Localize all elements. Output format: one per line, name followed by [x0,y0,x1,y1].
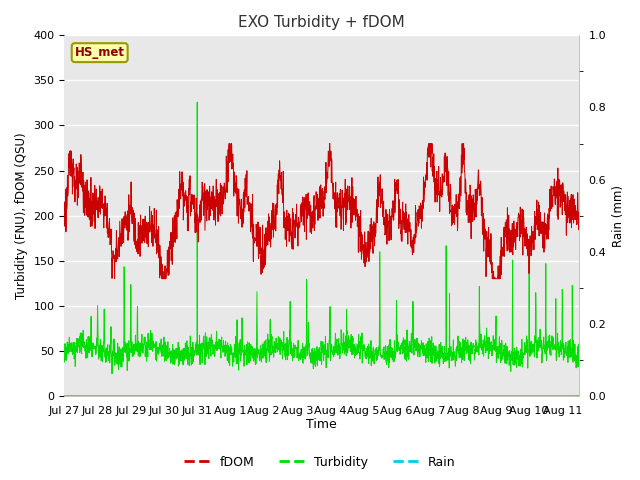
Y-axis label: Rain (mm): Rain (mm) [612,185,625,247]
Text: HS_met: HS_met [75,46,125,59]
Legend: fDOM, Turbidity, Rain: fDOM, Turbidity, Rain [179,451,461,474]
Y-axis label: Turbidity (FNU), fDOM (QSU): Turbidity (FNU), fDOM (QSU) [15,132,28,299]
X-axis label: Time: Time [307,419,337,432]
Title: EXO Turbidity + fDOM: EXO Turbidity + fDOM [238,15,405,30]
